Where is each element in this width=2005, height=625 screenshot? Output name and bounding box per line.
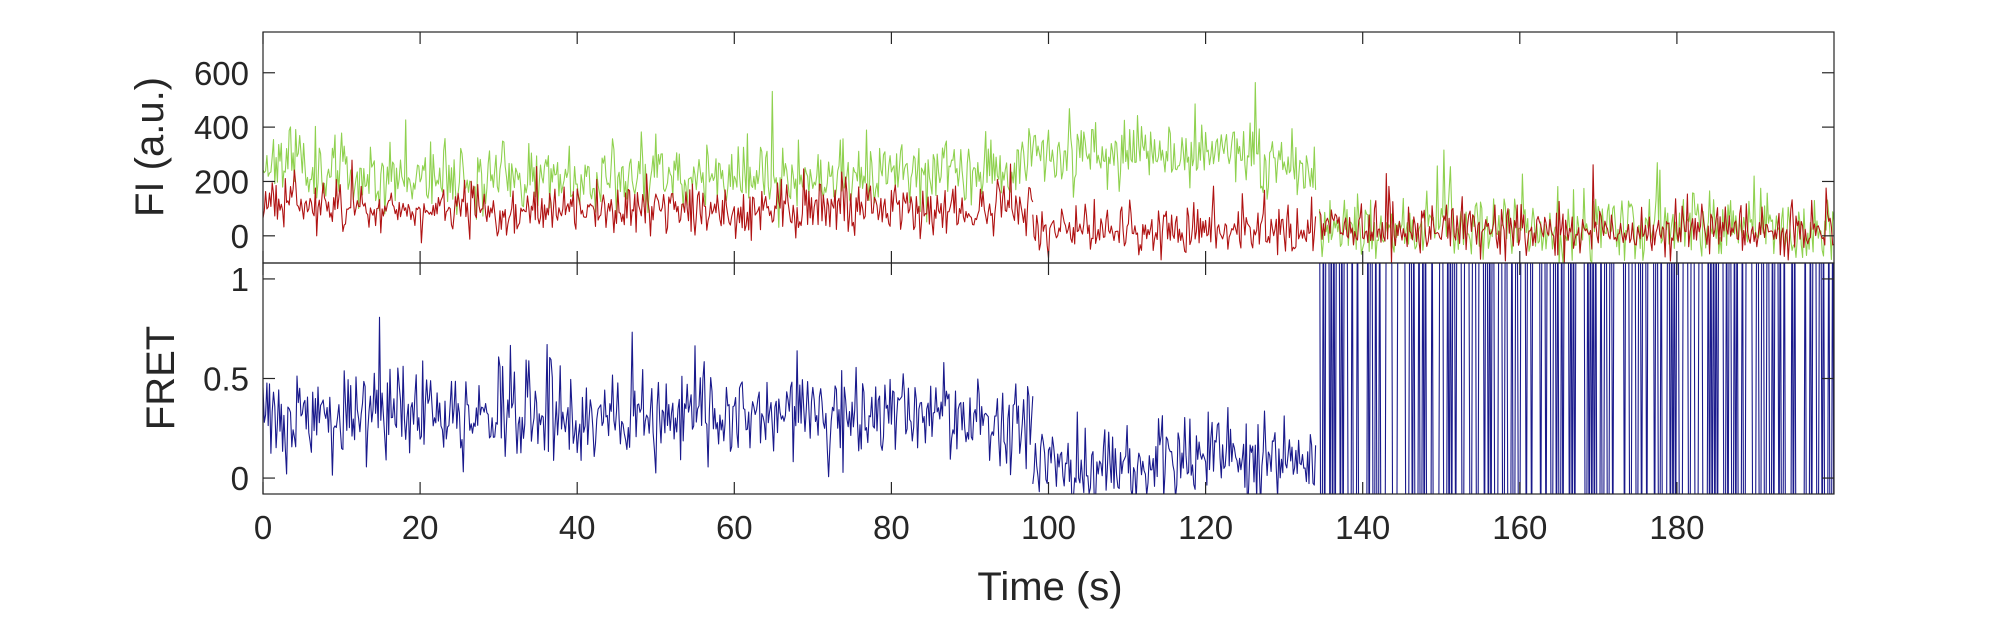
- x-tick-label: 120: [1178, 509, 1233, 546]
- x-tick-label: 80: [873, 509, 910, 546]
- y-tick-label: 0.5: [203, 361, 249, 398]
- fluorescence-panel: 0 200 400 600 FI (a.u.): [128, 31, 1835, 264]
- x-tick-label: 20: [402, 509, 439, 546]
- fret-ticks: 0 0.5 1 0 20 40 60 80 100 120 140 160 180: [203, 261, 1834, 546]
- fret-y-axis-label: FRET: [139, 326, 183, 430]
- x-tick-label: 60: [716, 509, 753, 546]
- y-tick-label: 200: [194, 163, 249, 200]
- trace-line-0-1: [263, 159, 1834, 263]
- fret-traces: [263, 263, 1834, 494]
- fret-panel: 0 0.5 1 0 20 40 60 80 100 120 140 160 180 FRET Time …: [139, 261, 1835, 609]
- x-tick-label: 0: [254, 509, 272, 546]
- fluorescence-traces: [263, 82, 1834, 263]
- y-tick-label: 0: [231, 218, 249, 255]
- x-tick-label: 40: [559, 509, 596, 546]
- trace-line-0-0: [263, 82, 1834, 263]
- x-tick-label: 160: [1492, 509, 1547, 546]
- x-tick-label: 180: [1649, 509, 1704, 546]
- x-tick-label: 100: [1021, 509, 1076, 546]
- y-tick-label: 600: [194, 55, 249, 92]
- y-tick-label: 0: [231, 460, 249, 497]
- y-tick-label: 400: [194, 109, 249, 146]
- fluorescence-ticks: 0 200 400 600: [194, 32, 1834, 263]
- x-tick-label: 140: [1335, 509, 1390, 546]
- y-tick-label: 1: [231, 261, 249, 298]
- fluorescence-y-axis-label: FI (a.u.): [128, 77, 172, 217]
- x-axis-label: Time (s): [977, 565, 1122, 609]
- trace-line-1-0: [263, 263, 1834, 494]
